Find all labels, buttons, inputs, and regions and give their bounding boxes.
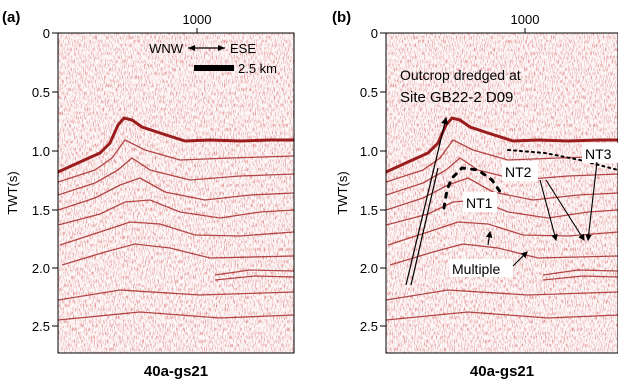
panel-b-nt3-label-box: NT3	[582, 143, 618, 163]
panel-a-ytick-0: 0	[43, 26, 50, 41]
panel-b-multiple-label-box: Multiple	[449, 259, 513, 277]
panel-b-seafloor-reflector	[386, 116, 618, 174]
panel-b-ytick-2: 1.0	[360, 144, 378, 159]
panel-b-ytick-0: 0	[371, 26, 378, 41]
panel-a-scale-label: 2.5 km	[238, 61, 277, 76]
panel-a-ytick-1: 0.5	[32, 85, 50, 100]
panel-a-y-axis: 0 0.5 1.0 1.5 2.0 2.5	[32, 26, 58, 334]
panel-b-nt2-arrow-1	[539, 179, 558, 242]
panel-b-top-tick: 1000	[511, 12, 540, 27]
panel-a-ytick-5: 2.5	[32, 319, 50, 334]
panel-b-annotation-line1: Outcrop dredged at	[400, 67, 521, 83]
panel-a-ytick-4: 2.0	[32, 261, 50, 276]
panel-a-ylabel: TWT(s)	[5, 171, 20, 214]
panel-b-seismic-image	[386, 33, 618, 353]
panel-b-nt3-arrow	[585, 161, 598, 242]
panel-a-ytick-3: 1.5	[32, 203, 50, 218]
panel-b-horizon-nt1	[442, 166, 505, 210]
panel-b-label-nt2: NT2	[505, 164, 532, 180]
panel-b-horizon-nt3	[507, 149, 618, 171]
panel-b-ytick-1: 0.5	[360, 85, 378, 100]
panel-a-scale-bar	[194, 65, 234, 71]
panel-b-ytick-4: 2.0	[360, 261, 378, 276]
panel-b-frame	[385, 32, 618, 354]
panel-b-ytick-5: 2.5	[360, 319, 378, 334]
panel-b-label-nt1: NT1	[466, 195, 493, 211]
panel-b-multiple-arrow	[512, 251, 528, 267]
panel-a-direction-left: WNW	[149, 41, 184, 56]
panel-b-caption: 40a-gs21	[470, 363, 534, 380]
panel-a: (a) 1000 0	[2, 9, 295, 380]
panel-b-nt2-arrow-2	[545, 179, 585, 241]
panel-b-nt2-label-box: NT2	[502, 161, 538, 181]
panel-b-nt1-arrow	[485, 230, 493, 246]
panel-a-seafloor-reflector	[58, 116, 294, 174]
panel-a-caption: 40a-gs21	[144, 363, 208, 380]
panel-a-ytick-2: 1.0	[32, 144, 50, 159]
panel-b-y-axis: 0 0.5 1.0 1.5 2.0 2.5	[360, 26, 386, 334]
panel-b-letter: (b)	[332, 9, 351, 26]
panel-a-seismic-image	[58, 33, 294, 353]
panel-a-direction-right: ESE	[230, 41, 256, 56]
panel-a-reflectors	[58, 139, 294, 321]
panel-a-frame	[57, 32, 295, 354]
panel-b-annotation-line2: Site GB22-2 D09	[400, 89, 513, 106]
panel-b-label-multiple: Multiple	[452, 261, 500, 277]
panel-a-letter: (a)	[2, 9, 20, 26]
panel-b-nt1-label-box: NT1	[463, 192, 497, 212]
panel-b-ytick-3: 1.5	[360, 203, 378, 218]
panel-b-outcrop-arrow	[405, 116, 449, 286]
panel-b-ylabel: TWT(s)	[335, 171, 350, 214]
panel-b: (b) 1000 0	[332, 9, 618, 380]
panel-a-top-tick: 1000	[183, 12, 212, 27]
panel-b-label-nt3: NT3	[585, 146, 612, 162]
panel-b-outcrop-arrow-2	[410, 167, 439, 286]
